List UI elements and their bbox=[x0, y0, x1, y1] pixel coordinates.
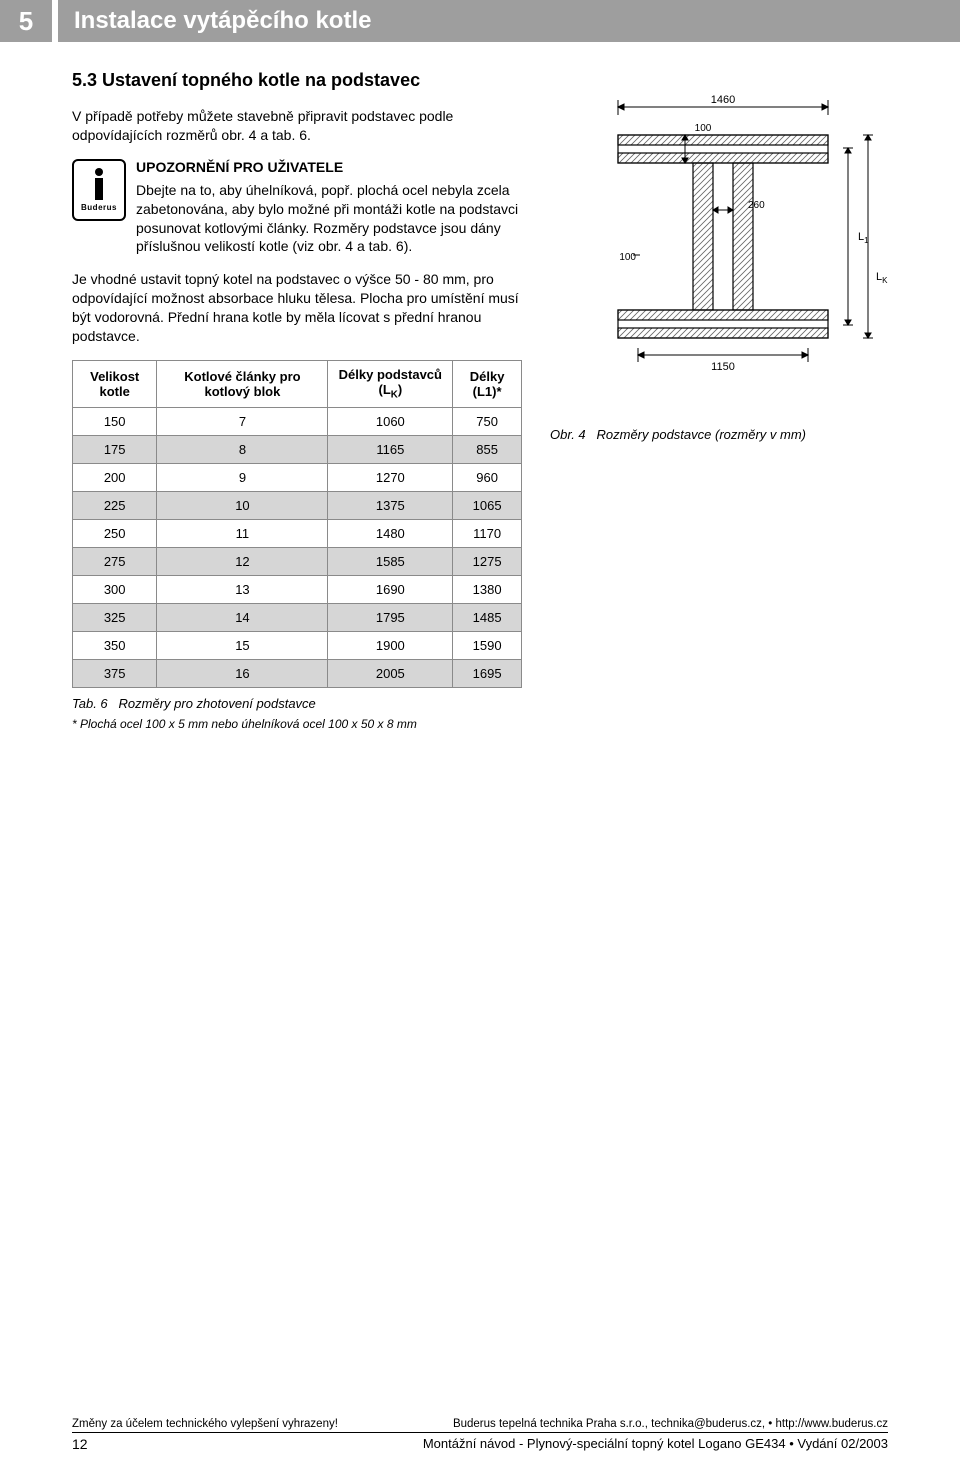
table-row: 3001316901380 bbox=[73, 575, 522, 603]
notice-text: Dbejte na to, aby úhelníková, popř. ploc… bbox=[136, 181, 522, 257]
th-lengths-lk: Délky podstavců (LK) bbox=[328, 360, 453, 407]
dim-100-top: 100 bbox=[695, 123, 712, 134]
dim-lk: LK bbox=[876, 271, 888, 285]
chapter-title: Instalace vytápěcího kotle bbox=[58, 0, 960, 42]
table-row: 2251013751065 bbox=[73, 491, 522, 519]
notice-title: UPOZORNĚNÍ PRO UŽIVATELE bbox=[136, 159, 522, 175]
section-title: 5.3 Ustavení topného kotle na podstavec bbox=[72, 70, 522, 91]
dim-260: 260 bbox=[748, 200, 765, 211]
table-row: 3501519001590 bbox=[73, 631, 522, 659]
table-row: 17581165855 bbox=[73, 435, 522, 463]
th-size: Velikost kotle bbox=[73, 360, 157, 407]
table-footnote: * Plochá ocel 100 x 5 mm nebo úhelníková… bbox=[72, 717, 522, 731]
page-footer: Změny za účelem technického vylepšení vy… bbox=[0, 1418, 960, 1452]
figure-caption: Obr. 4 Rozměry podstavce (rozměry v mm) bbox=[550, 427, 888, 442]
table-row: 3751620051695 bbox=[73, 659, 522, 687]
chapter-number: 5 bbox=[0, 0, 52, 42]
base-diagram: 1460 bbox=[558, 80, 888, 415]
dimensions-table: Velikost kotle Kotlové články pro kotlov… bbox=[72, 360, 522, 688]
footer-doc-title: Montážní návod - Plynový-speciální topný… bbox=[423, 1436, 888, 1452]
footer-left: Změny za účelem technického vylepšení vy… bbox=[72, 1418, 338, 1430]
dim-bottom: 1150 bbox=[711, 361, 735, 373]
footer-right: Buderus tepelná technika Praha s.r.o., t… bbox=[453, 1418, 888, 1430]
paragraph-2: Je vhodné ustavit topný kotel na podstav… bbox=[72, 270, 522, 346]
info-icon: Buderus bbox=[72, 159, 126, 257]
dim-top: 1460 bbox=[711, 94, 735, 106]
user-notice: Buderus UPOZORNĚNÍ PRO UŽIVATELE Dbejte … bbox=[72, 159, 522, 257]
intro-paragraph: V případě potřeby můžete stavebně připra… bbox=[72, 107, 522, 145]
page-number: 12 bbox=[72, 1436, 88, 1452]
table-row: 15071060750 bbox=[73, 407, 522, 435]
table-caption: Tab. 6 Rozměry pro zhotovení podstavce bbox=[72, 696, 522, 711]
th-articles: Kotlové články pro kotlový blok bbox=[157, 360, 328, 407]
dim-100-left: 100 bbox=[619, 252, 636, 263]
table-row: 20091270960 bbox=[73, 463, 522, 491]
table-row: 2751215851275 bbox=[73, 547, 522, 575]
table-row: 2501114801170 bbox=[73, 519, 522, 547]
chapter-header: 5 Instalace vytápěcího kotle bbox=[0, 0, 960, 42]
table-row: 3251417951485 bbox=[73, 603, 522, 631]
th-lengths-l1: Délky (L1)* bbox=[453, 360, 522, 407]
dim-l1: L1 bbox=[858, 231, 869, 245]
